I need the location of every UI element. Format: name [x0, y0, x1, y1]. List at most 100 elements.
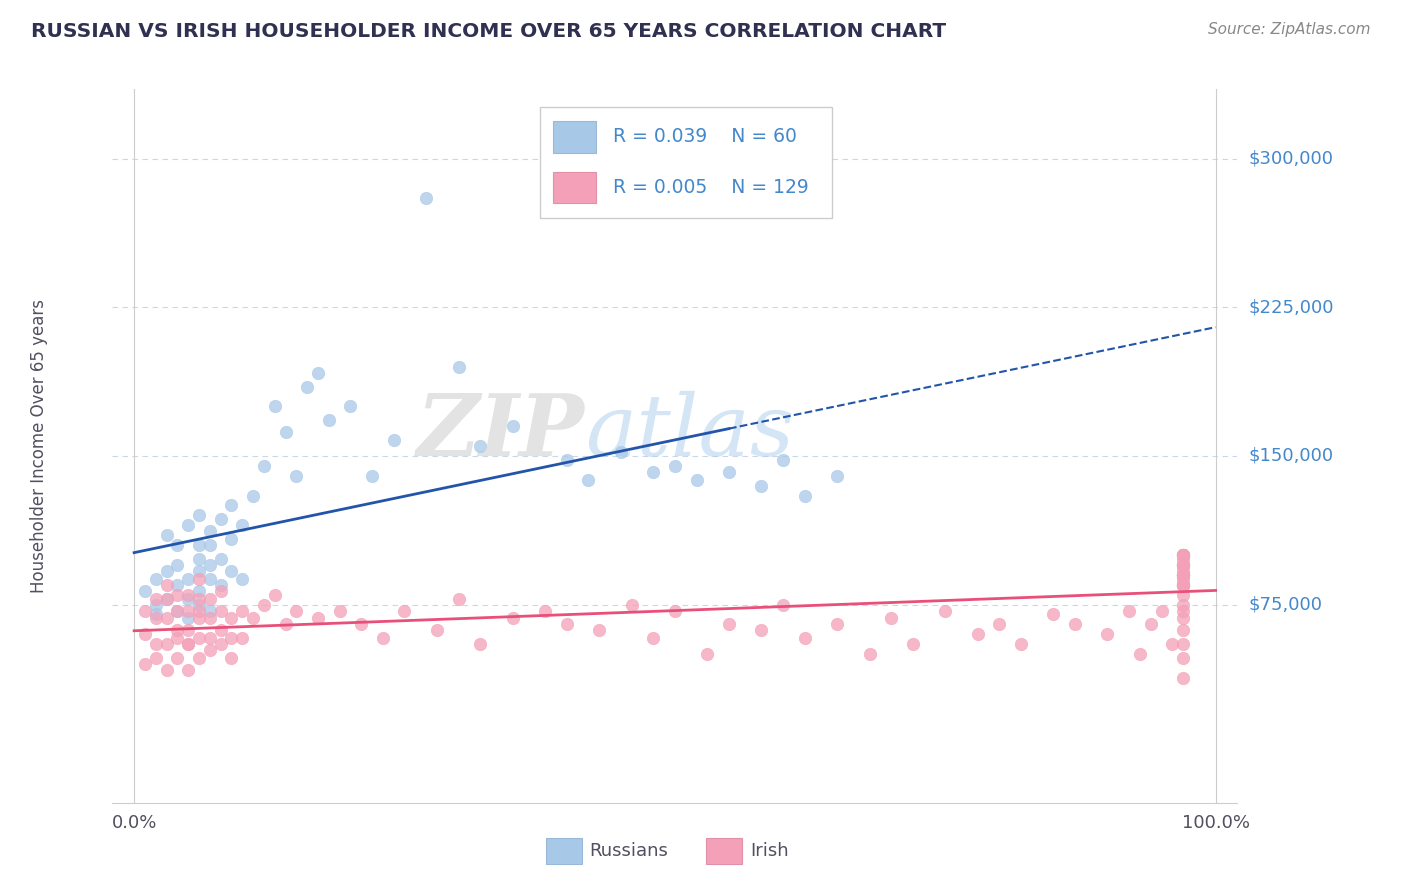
Point — [166, 603, 188, 617]
Point — [274, 425, 297, 439]
Point — [1097, 627, 1119, 641]
Point — [177, 603, 200, 617]
Point — [371, 632, 394, 646]
Point — [198, 524, 221, 539]
Point — [447, 359, 470, 374]
Point — [209, 624, 232, 638]
Point — [1173, 548, 1195, 562]
Point — [177, 663, 200, 677]
Point — [1173, 548, 1195, 562]
Point — [166, 578, 188, 592]
Point — [166, 538, 188, 552]
Point — [198, 632, 221, 646]
Point — [145, 651, 167, 665]
Point — [295, 379, 318, 393]
Point — [198, 603, 221, 617]
FancyBboxPatch shape — [554, 172, 596, 203]
Point — [793, 632, 815, 646]
Point — [155, 578, 177, 592]
Point — [1173, 558, 1195, 572]
Point — [1173, 548, 1195, 562]
Point — [825, 617, 848, 632]
Point — [664, 603, 686, 617]
Point — [263, 400, 285, 414]
Point — [1173, 578, 1195, 592]
Point — [350, 617, 373, 632]
Point — [155, 637, 177, 651]
Point — [772, 453, 794, 467]
Point — [1150, 603, 1173, 617]
Point — [1173, 578, 1195, 592]
Point — [209, 583, 232, 598]
Point — [772, 598, 794, 612]
Point — [588, 624, 610, 638]
Text: $75,000: $75,000 — [1249, 596, 1323, 614]
Point — [643, 632, 665, 646]
Point — [285, 468, 308, 483]
Point — [145, 591, 167, 606]
Point — [221, 651, 243, 665]
Point — [643, 465, 665, 479]
Point — [1173, 578, 1195, 592]
Point — [1173, 564, 1195, 578]
Point — [166, 558, 188, 572]
Point — [751, 624, 773, 638]
Point — [188, 572, 211, 586]
Text: $300,000: $300,000 — [1249, 150, 1333, 168]
Point — [793, 489, 815, 503]
Point — [1173, 578, 1195, 592]
Point — [188, 651, 211, 665]
Point — [1173, 567, 1195, 582]
Point — [188, 598, 211, 612]
Point — [1042, 607, 1064, 622]
Point — [339, 400, 361, 414]
Point — [134, 583, 156, 598]
Point — [188, 508, 211, 523]
Point — [221, 499, 243, 513]
Point — [221, 632, 243, 646]
Point — [1173, 558, 1195, 572]
Point — [447, 591, 470, 606]
Point — [1173, 558, 1195, 572]
Text: $150,000: $150,000 — [1249, 447, 1333, 465]
Point — [318, 413, 340, 427]
Point — [253, 598, 276, 612]
Point — [209, 512, 232, 526]
Text: ZIP: ZIP — [418, 390, 585, 474]
Point — [1173, 567, 1195, 582]
Point — [188, 603, 211, 617]
Point — [1064, 617, 1087, 632]
Point — [1173, 567, 1195, 582]
Point — [1173, 567, 1195, 582]
Point — [253, 458, 276, 473]
Point — [155, 591, 177, 606]
Point — [1173, 558, 1195, 572]
Point — [155, 591, 177, 606]
Point — [880, 611, 903, 625]
Point — [1173, 567, 1195, 582]
Point — [1173, 567, 1195, 582]
Point — [188, 611, 211, 625]
Point — [394, 603, 416, 617]
Point — [1161, 637, 1184, 651]
Point — [751, 478, 773, 492]
Point — [1173, 558, 1195, 572]
Point — [209, 637, 232, 651]
Point — [426, 624, 449, 638]
Text: RUSSIAN VS IRISH HOUSEHOLDER INCOME OVER 65 YEARS CORRELATION CHART: RUSSIAN VS IRISH HOUSEHOLDER INCOME OVER… — [31, 22, 946, 41]
Point — [685, 473, 707, 487]
Point — [177, 637, 200, 651]
Point — [1173, 578, 1195, 592]
Point — [188, 564, 211, 578]
Point — [166, 624, 188, 638]
Point — [209, 552, 232, 566]
Point — [307, 366, 329, 380]
Text: R = 0.005    N = 129: R = 0.005 N = 129 — [613, 178, 808, 197]
Point — [198, 558, 221, 572]
Point — [555, 617, 578, 632]
Point — [285, 603, 308, 617]
Point — [145, 611, 167, 625]
Point — [145, 572, 167, 586]
Point — [166, 603, 188, 617]
Point — [198, 538, 221, 552]
